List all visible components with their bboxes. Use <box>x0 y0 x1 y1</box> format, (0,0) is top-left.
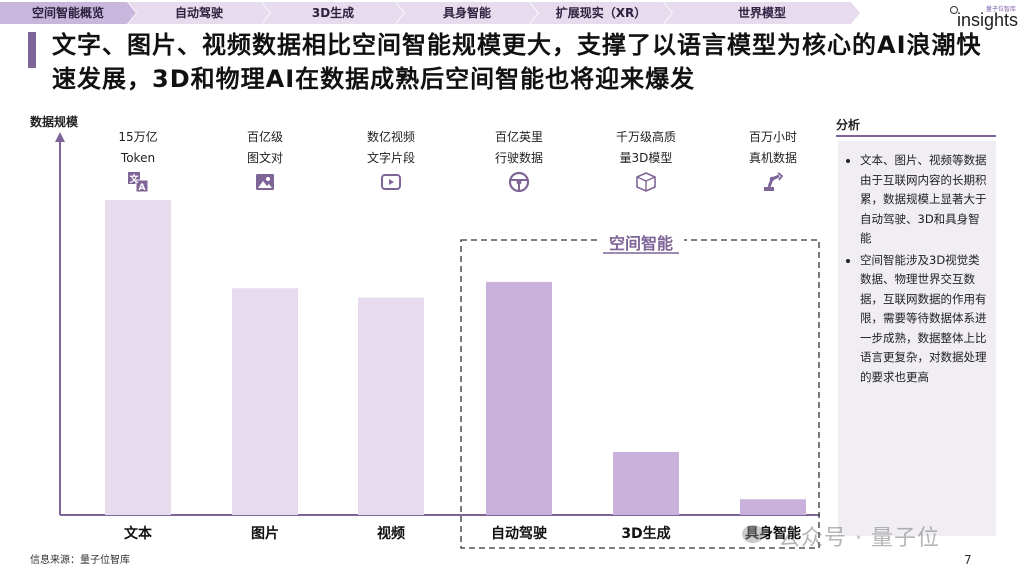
watermark: 公众号 · 量子位 <box>738 520 940 552</box>
image-icon <box>256 174 274 190</box>
y-axis-arrow <box>55 132 65 142</box>
scale-label-line1: 千万级高质 <box>616 129 676 144</box>
insights-logo: 量子位智库 insights <box>948 4 1018 32</box>
bar-文本 <box>105 200 171 515</box>
scale-label-line2: 行驶数据 <box>495 150 543 165</box>
scale-label-line2: 量3D模型 <box>620 151 673 165</box>
scale-label-line1: 数亿视频 <box>367 129 415 144</box>
x-tick-label: 自动驾驶 <box>491 525 547 542</box>
analysis-panel: 文本、图片、视频等数据由于互联网内容的长期积累，数据规模上显著大于自动驾驶、3D… <box>838 141 996 536</box>
spatial-intelligence-label-bg <box>598 230 684 254</box>
page-number: 7 <box>964 553 972 567</box>
bar-具身智能 <box>740 499 806 515</box>
watermark-text: 公众号 · 量子位 <box>777 526 940 551</box>
scale-label-line2: Token <box>120 151 155 165</box>
translate-icon: 文A <box>128 172 149 193</box>
analysis-bullet: 文本、图片、视频等数据由于互联网内容的长期积累，数据规模上显著大于自动驾驶、3D… <box>860 151 988 249</box>
robot-arm-icon <box>764 172 784 191</box>
scale-label-line2: 文字片段 <box>367 150 415 165</box>
scale-label-line1: 百亿英里 <box>495 129 543 144</box>
y-axis-label: 数据规模 <box>30 114 79 129</box>
wechat-icon <box>742 525 764 543</box>
bar-视频 <box>358 297 424 515</box>
nav-tab-6[interactable]: 世界模型 <box>664 2 860 24</box>
scale-label-line1: 百亿级 <box>247 129 283 144</box>
analysis-heading: 分析 <box>836 118 861 132</box>
scale-label-line1: 百万小时 <box>749 130 797 144</box>
nav-tab-4[interactable]: 具身智能 <box>396 2 538 24</box>
scale-label-line1: 15万亿 <box>118 129 157 144</box>
scale-label-line2: 真机数据 <box>749 150 797 165</box>
analysis-bullet: 空间智能涉及3D视觉类数据、物理世界交互数据，互联网数据的作用有限，需要等待数据… <box>860 251 988 388</box>
title-accent-bar <box>28 32 36 68</box>
cube-icon <box>636 172 656 192</box>
analysis-list: 文本、图片、视频等数据由于互联网内容的长期积累，数据规模上显著大于自动驾驶、3D… <box>838 141 996 387</box>
svg-text:文: 文 <box>128 173 139 185</box>
section-nav: 空间智能概览 自动驾驶 3D生成 具身智能 扩展现实（XR） 世界模型 <box>0 2 880 24</box>
x-tick-label: 视频 <box>377 525 405 542</box>
nav-tab-1[interactable]: 空间智能概览 <box>0 2 136 24</box>
spatial-intelligence-label: 空间智能 <box>609 234 673 253</box>
bar-自动驾驶 <box>486 281 552 515</box>
nav-tab-2[interactable]: 自动驾驶 <box>128 2 270 24</box>
nav-tab-3[interactable]: 3D生成 <box>262 2 404 24</box>
x-tick-label: 3D生成 <box>621 525 670 542</box>
spatial-intelligence-box <box>460 239 820 549</box>
logo-subtitle: 量子位智库 <box>985 6 1016 13</box>
svg-text:A: A <box>139 183 146 193</box>
nav-tab-5[interactable]: 扩展现实（XR） <box>530 2 672 24</box>
x-tick-label: 具身智能 <box>744 525 801 542</box>
scale-label-line2: 图文对 <box>247 150 283 165</box>
x-tick-label: 文本 <box>124 525 153 542</box>
logo-text: insights <box>956 10 1018 30</box>
bar-3D生成 <box>613 452 679 515</box>
page-title: 文字、图片、视频数据相比空间智能规模更大，支撑了以语言模型为核心的AI浪潮快速发… <box>52 31 982 93</box>
analysis-divider <box>836 135 996 137</box>
video-icon <box>381 174 401 190</box>
x-tick-label: 图片 <box>251 525 279 542</box>
steering-wheel-icon <box>508 171 530 193</box>
bar-图片 <box>232 288 298 515</box>
source-note: 信息来源：量子位智库 <box>30 555 130 566</box>
logo-dot-icon <box>950 6 958 14</box>
